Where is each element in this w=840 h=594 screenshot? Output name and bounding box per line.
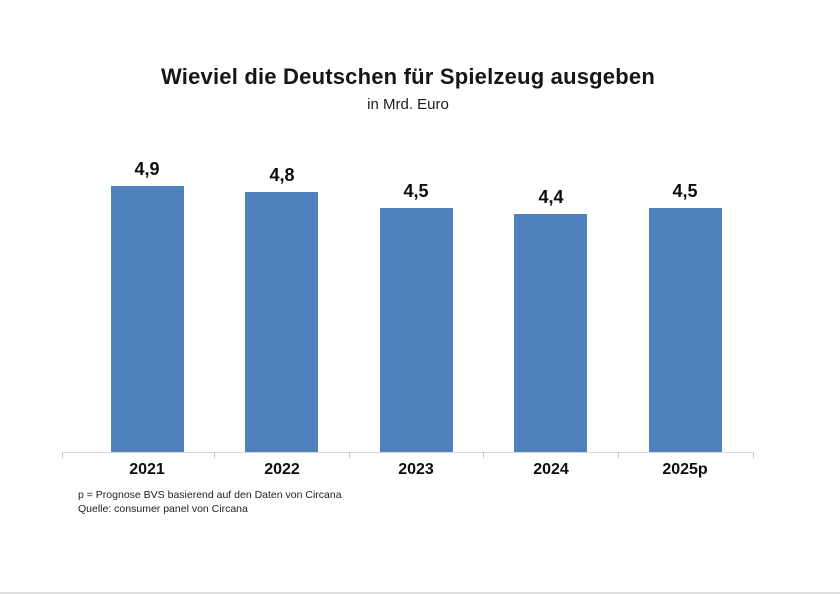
x-axis-tick [214, 452, 215, 458]
category-label-2021: 2021 [129, 461, 165, 478]
x-axis-tick [753, 452, 754, 458]
footnote-quelle: Quelle: consumer panel von Circana [78, 503, 248, 515]
chart-subtitle: in Mrd. Euro [367, 96, 449, 113]
bar-2023 [380, 208, 453, 452]
bar-2024 [514, 214, 587, 452]
category-label-2023: 2023 [398, 461, 434, 478]
x-axis-tick [349, 452, 350, 458]
bar-2022 [245, 192, 318, 452]
page-bottom-edge [0, 592, 840, 594]
x-axis-line [62, 452, 753, 453]
category-label-2024: 2024 [533, 461, 569, 478]
bar-2021 [111, 186, 184, 452]
bar-2025p [649, 208, 722, 452]
footnote-prognose: p = Prognose BVS basierend auf den Daten… [78, 489, 342, 501]
category-label-2022: 2022 [264, 461, 300, 478]
value-label-2024: 4,4 [538, 187, 564, 207]
value-label-2025p: 4,5 [672, 181, 698, 201]
value-label-2021: 4,9 [134, 159, 160, 179]
x-axis-tick [62, 452, 63, 458]
x-axis-tick [483, 452, 484, 458]
value-label-2022: 4,8 [269, 165, 295, 185]
value-label-2023: 4,5 [403, 181, 429, 201]
chart-title: Wieviel die Deutschen für Spielzeug ausg… [161, 64, 655, 89]
category-label-2025p: 2025p [662, 461, 708, 478]
x-axis-tick [618, 452, 619, 458]
